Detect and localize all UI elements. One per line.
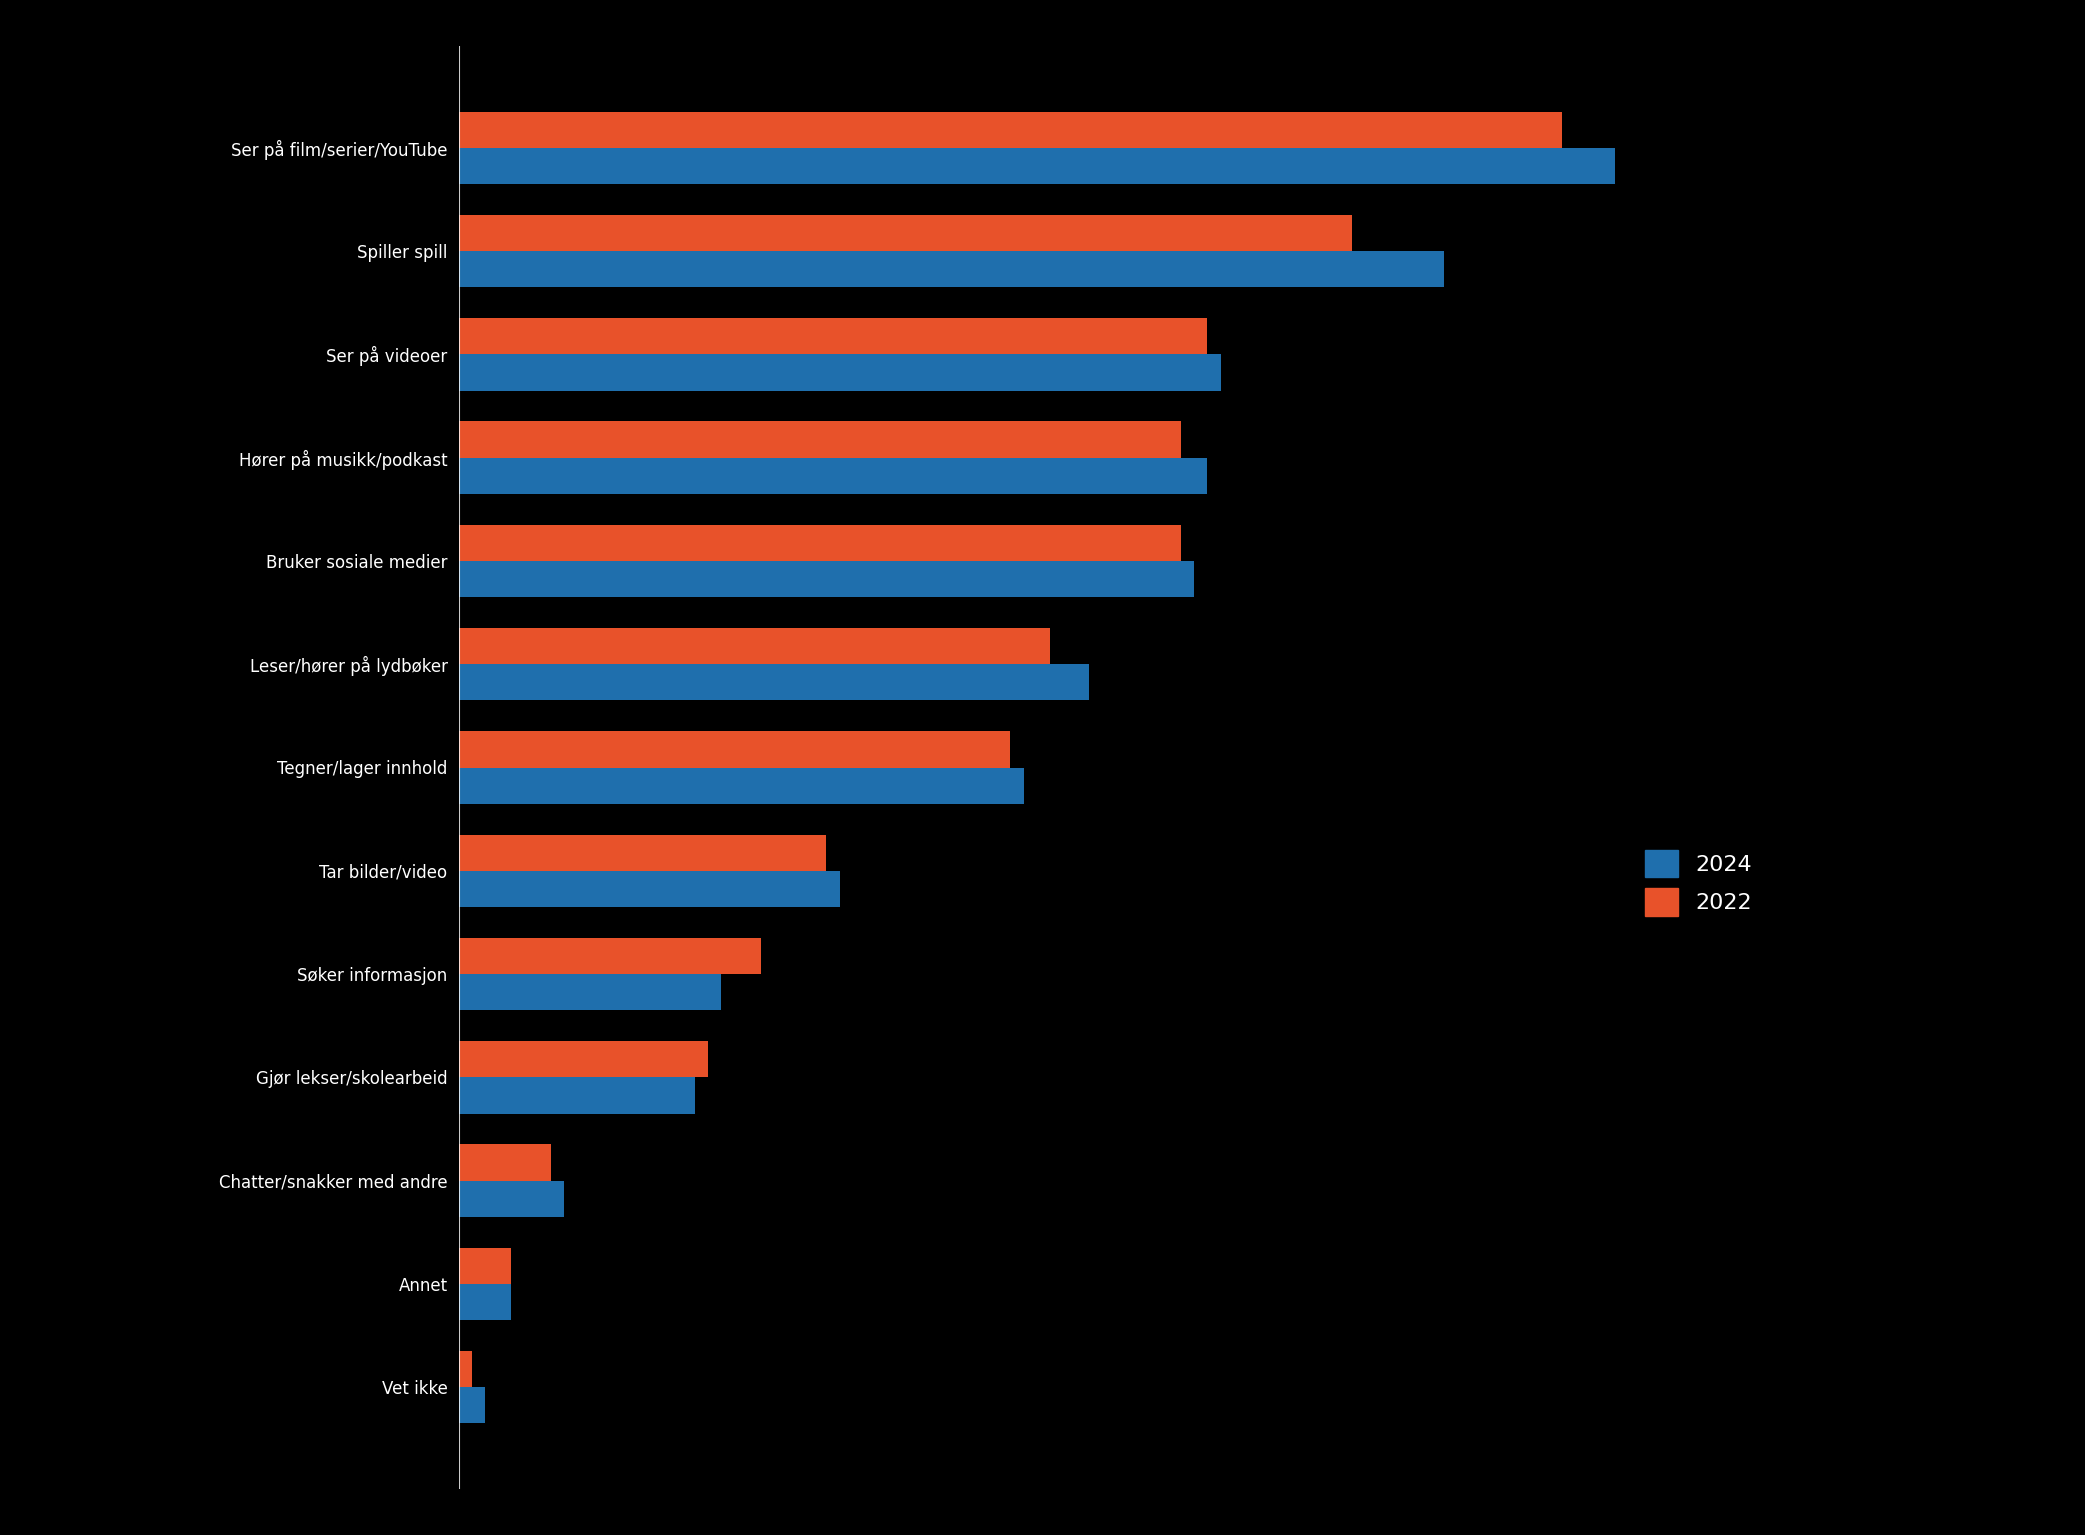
Bar <box>459 1283 511 1320</box>
Bar <box>459 975 721 1010</box>
Bar <box>459 560 1195 597</box>
Bar <box>459 525 1180 560</box>
Bar <box>459 1180 563 1217</box>
Bar <box>459 628 1049 665</box>
Bar <box>459 355 1220 390</box>
Bar <box>459 215 1351 252</box>
Bar <box>459 1248 511 1283</box>
Bar <box>459 731 1011 768</box>
Bar <box>459 1078 694 1113</box>
Bar <box>459 1145 550 1180</box>
Bar <box>459 318 1207 355</box>
Bar <box>459 422 1180 457</box>
Bar <box>459 147 1614 184</box>
Bar <box>459 457 1207 494</box>
Bar <box>459 1041 709 1078</box>
Bar <box>459 112 1562 147</box>
Bar <box>459 1388 486 1423</box>
Bar <box>459 665 1088 700</box>
Legend: 2024, 2022: 2024, 2022 <box>1635 841 1762 924</box>
Bar <box>459 1351 471 1388</box>
Bar <box>459 938 761 975</box>
Bar <box>459 835 826 870</box>
Bar <box>459 768 1024 804</box>
Bar <box>459 252 1443 287</box>
Bar <box>459 870 840 907</box>
